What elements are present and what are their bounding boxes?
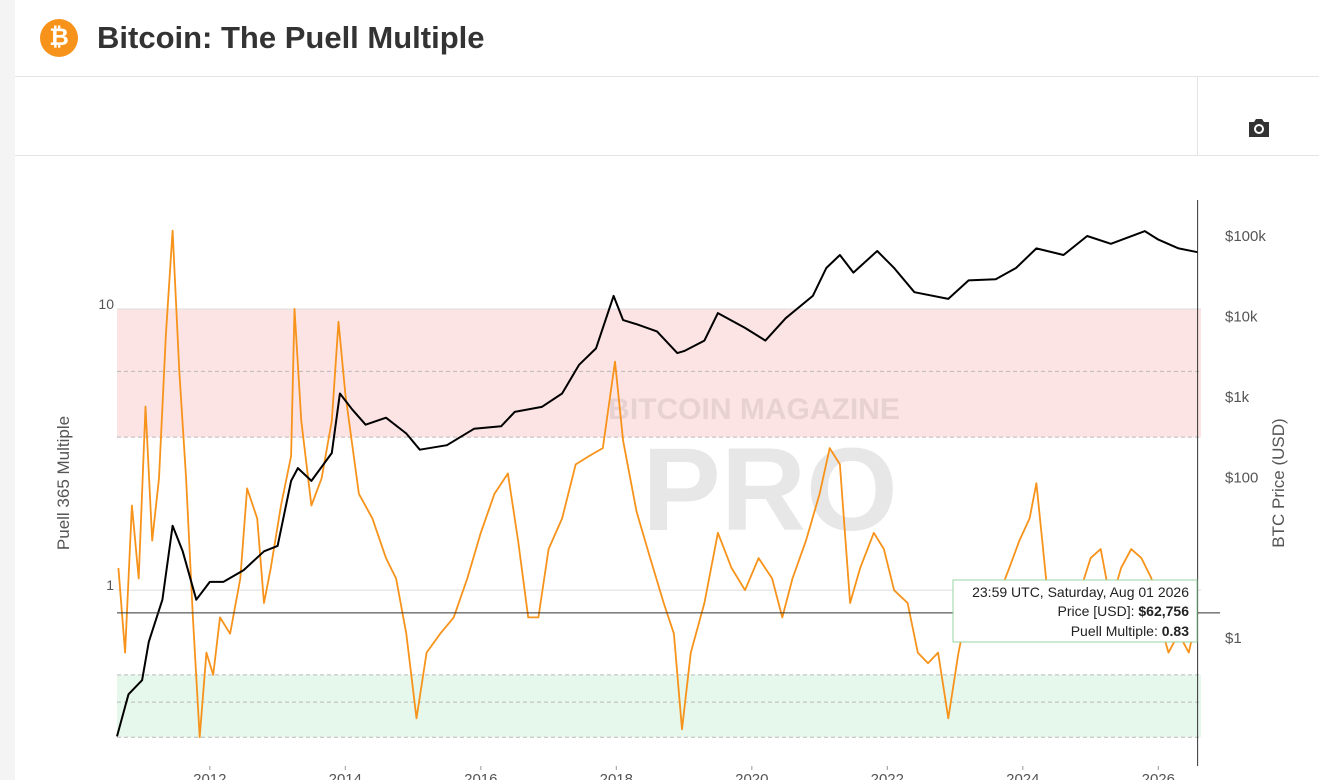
tooltip-value: $62,756	[1138, 603, 1189, 619]
x-tick-label: 2026	[1142, 771, 1175, 780]
y-tick-label: 1	[106, 577, 114, 593]
x-tick-label: 2016	[464, 771, 497, 780]
zone-band	[117, 674, 1201, 738]
y-tick-label: 10	[98, 296, 114, 312]
tooltip-date: 23:59 UTC, Saturday, Aug 01 2026	[972, 584, 1189, 600]
tooltip-row: Puell Multiple: 0.83	[1071, 623, 1190, 639]
y2-axis-title: BTC Price (USD)	[1269, 418, 1288, 547]
y2-tick-label: $100k	[1225, 228, 1266, 245]
x-tick-label: 2014	[329, 771, 362, 780]
tooltip-label: Price [USD]:	[1057, 603, 1134, 619]
watermark: BITCOIN MAGAZINE	[608, 393, 900, 426]
divider	[1197, 77, 1198, 155]
bitcoin-logo: ₿	[40, 19, 78, 57]
series-line	[117, 229, 1199, 739]
camera-button[interactable]	[1247, 117, 1271, 139]
x-tick-label: 2024	[1006, 771, 1039, 780]
y2-tick-label: $1	[1225, 630, 1242, 647]
y-axis-title: Puell 365 Multiple	[54, 416, 73, 550]
watermark: PRO	[642, 424, 898, 556]
toolbar	[15, 77, 1319, 156]
x-tick-label: 2012	[193, 771, 226, 780]
y2-tick-label: $1k	[1225, 389, 1250, 406]
tooltip-label: Puell Multiple:	[1071, 623, 1158, 639]
x-tick-label: 2022	[871, 771, 904, 780]
series-line	[116, 230, 1198, 737]
tooltip-value: 0.83	[1162, 623, 1189, 639]
tooltip-box	[952, 579, 1198, 643]
tooltip-row: Price [USD]: $62,756	[1057, 603, 1189, 619]
x-tick-label: 2020	[735, 771, 768, 780]
y2-tick-label: $10k	[1225, 308, 1258, 325]
header: ₿ Bitcoin: The Puell Multiple	[15, 0, 1319, 77]
x-tick-label: 2018	[600, 771, 633, 780]
page-title: Bitcoin: The Puell Multiple	[97, 20, 485, 55]
y2-tick-label: $100	[1225, 469, 1258, 486]
